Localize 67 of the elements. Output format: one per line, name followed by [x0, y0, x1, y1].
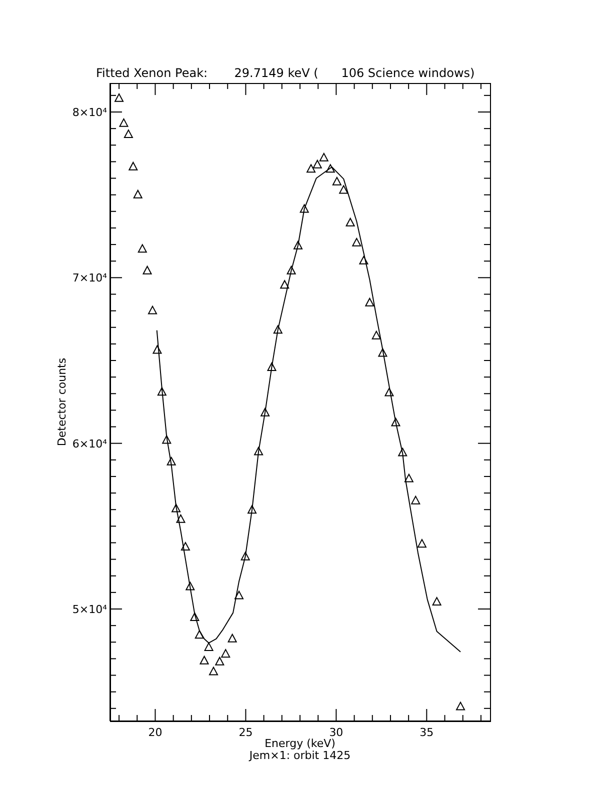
point: [221, 649, 230, 658]
point: [417, 539, 426, 548]
point: [133, 190, 142, 198]
point: [359, 256, 368, 264]
point: [234, 590, 244, 600]
point: [456, 702, 466, 710]
y-tick-label: 7×10⁴: [72, 272, 108, 285]
point: [138, 244, 147, 253]
point: [372, 330, 381, 340]
x-tick-label: 35: [420, 726, 434, 739]
point: [319, 152, 328, 162]
point: [186, 582, 195, 590]
chart-title: Fitted Xenon Peak: 29.7149 keV ( 106 Science windows): [96, 66, 476, 80]
x-axis-title: Energy (keV): [264, 737, 336, 750]
point: [228, 634, 237, 642]
text: Jem×1: orbit 1425: [248, 749, 352, 762]
point: [209, 666, 218, 676]
point: [273, 325, 282, 334]
point: [332, 176, 342, 186]
point: [312, 160, 322, 168]
x-tick-label: 20: [148, 726, 162, 739]
point: [280, 280, 290, 289]
point: [180, 542, 190, 551]
point: [114, 93, 124, 102]
y-tick-label: 6×10⁴: [72, 437, 108, 450]
point: [432, 597, 442, 606]
point: [339, 185, 348, 194]
point: [306, 164, 316, 173]
point: [411, 496, 420, 504]
point: [166, 456, 176, 466]
point: [294, 240, 303, 250]
y-tick-label: 5×10⁴: [72, 603, 108, 616]
y-tick-label: 8×10⁴: [72, 106, 108, 119]
point: [157, 387, 166, 396]
point: [172, 504, 181, 512]
point: [300, 204, 309, 213]
point: [190, 612, 200, 621]
x-tick-label: 30: [329, 726, 344, 739]
point: [378, 348, 388, 357]
point: [346, 218, 355, 226]
x-tick-label: 25: [238, 726, 253, 739]
point: [286, 266, 296, 274]
point: [124, 130, 133, 138]
point: [254, 446, 264, 456]
point: [384, 388, 394, 396]
y-axis-title: Detector counts: [56, 358, 68, 446]
point: [260, 408, 270, 416]
point: [365, 298, 374, 306]
point: [142, 266, 152, 274]
point: [204, 642, 214, 651]
point: [267, 362, 276, 371]
point: [240, 552, 250, 560]
point: [404, 474, 414, 482]
point: [248, 505, 257, 514]
point: [152, 345, 162, 354]
point: [326, 164, 335, 173]
point: [119, 118, 128, 127]
point: [352, 238, 362, 246]
point: [398, 448, 408, 456]
point: [194, 630, 204, 639]
point: [148, 306, 158, 314]
point: [128, 162, 138, 170]
point: [200, 656, 209, 664]
point: [215, 656, 224, 666]
point: [176, 514, 186, 523]
point: [391, 418, 400, 426]
point: [162, 435, 172, 444]
